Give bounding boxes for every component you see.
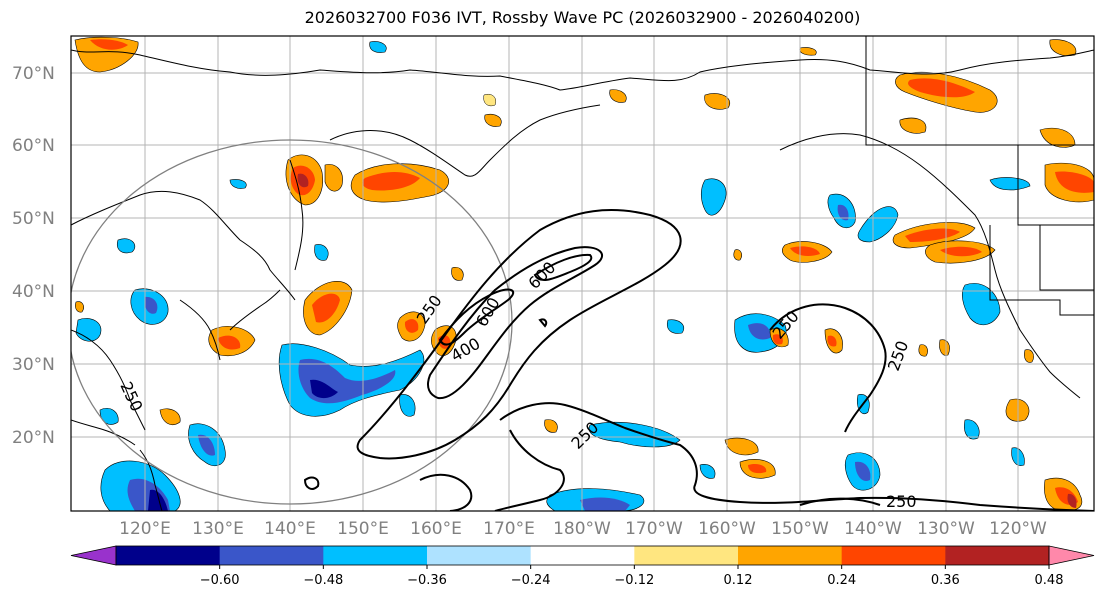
colorbar-tick-label: 0.24 [827,573,856,588]
lat-label-20n: 20°N [12,428,55,448]
lon-label-150w: 150°W [771,519,829,539]
colorbar-extend-high [1048,545,1095,566]
chart-title: 2026032700 F036 IVT, Rossby Wave PC (202… [304,8,861,27]
lon-label-150e: 150°E [337,519,389,539]
colorbar-tick-label: −0.48 [303,573,343,588]
anomaly-shading [74,36,1094,511]
lon-label-130w: 130°W [917,519,975,539]
colorbar-cell [116,546,221,565]
colorbar-cell [530,546,635,565]
lat-label-60n: 60°N [12,136,55,156]
graticule [71,36,1094,511]
colorbar-extend-low [70,545,117,566]
colorbar-tick-label: −0.12 [614,573,654,588]
lat-label-70n: 70°N [12,64,55,84]
colorbar-tick-label: −0.60 [200,573,240,588]
colorbar-cell [841,546,946,565]
colorbar-cell [323,546,428,565]
longitude-labels: 120°E 130°E 140°E 150°E 160°E 170°E 180°… [119,519,1047,539]
coastlines [71,36,1094,511]
lon-label-120e: 120°E [119,519,171,539]
map-area: 250 400 600 600 250 250 250 250 250 [71,36,1094,511]
lon-label-170w: 170°W [625,519,683,539]
lat-label-50n: 50°N [12,209,55,229]
contour-label-250-e: 250 [886,492,917,511]
lat-label-30n: 30°N [12,355,55,375]
colorbar-tick-label: −0.36 [407,573,447,588]
ivt-contours [303,209,1094,511]
lon-label-170e: 170°E [483,519,535,539]
latitude-labels: 70°N 60°N 50°N 40°N 30°N 20°N [12,64,55,448]
lon-label-180w: 180°W [553,519,611,539]
colorbar-tick-label: 0.36 [931,573,960,588]
colorbar-tick-label: 0.48 [1035,573,1064,588]
lon-label-160w: 160°W [698,519,756,539]
map-frame [70,35,1095,512]
lat-label-40n: 40°N [12,282,55,302]
colorbar-cell [634,546,739,565]
colorbar-outline [115,545,1050,566]
colorbar-cell [738,546,843,565]
lon-label-140w: 140°W [844,519,902,539]
lon-label-120w: 120°W [989,519,1047,539]
colorbar-tick-label: −0.24 [511,573,551,588]
colorbar-cell [219,546,324,565]
colorbar: −0.60 −0.48 −0.36 −0.24 −0.12 0.12 0.24 0.36 0.4… [70,545,1095,588]
lon-label-140e: 140°E [264,519,316,539]
lon-label-160e: 160°E [410,519,462,539]
colorbar-tick-label: 0.12 [724,573,753,588]
lon-label-130e: 130°E [192,519,244,539]
colorbar-cell [427,546,532,565]
colorbar-cell [945,546,1050,565]
